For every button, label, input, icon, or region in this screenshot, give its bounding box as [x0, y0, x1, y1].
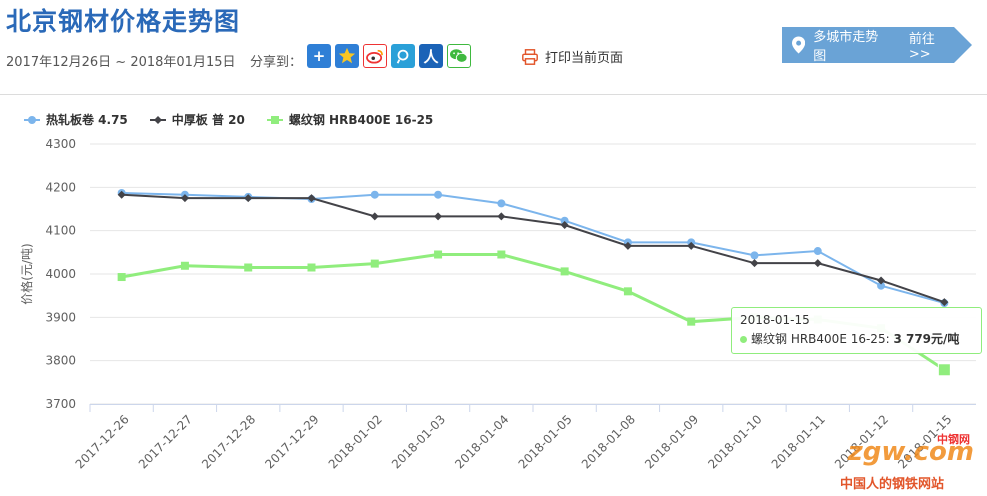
legend-label-series-2: 中厚板 普 20: [171, 113, 245, 127]
x-tick-label: 2018-01-10: [705, 412, 764, 471]
legend-item-series-3[interactable]: 螺纹钢 HRB400E 16-25: [266, 111, 434, 128]
series-3-point: [937, 363, 951, 377]
series-3-point: [560, 267, 569, 276]
watermark-logo: zgw.com: [847, 437, 974, 467]
chart-tooltip: 2018-01-15 螺纹钢 HRB400E 16-25: 3 779元/吨: [731, 307, 982, 354]
series-1-point: [750, 251, 759, 260]
watermark-tagline: 中国人的钢铁网站: [840, 477, 945, 492]
y-tick-label: 3700: [45, 397, 76, 411]
series-2-point: [117, 190, 126, 199]
renren-icon[interactable]: 人: [419, 44, 443, 68]
series-2-point: [497, 212, 506, 221]
x-tick-label: 2017-12-26: [73, 412, 132, 471]
series-2-point: [940, 298, 949, 307]
series-1-point: [877, 281, 886, 290]
series-3-point: [497, 250, 506, 259]
series-2-point: [813, 259, 822, 268]
series-3-point: [180, 261, 189, 270]
series-2-point: [180, 194, 189, 203]
tooltip-date: 2018-01-15: [740, 313, 810, 327]
series-2-point: [434, 212, 443, 221]
city-button-go: 前往>>: [908, 32, 935, 62]
series-2-point: [623, 241, 632, 250]
city-button-arrow: [954, 27, 972, 63]
x-tick-label: 2018-01-08: [579, 412, 638, 471]
x-tick-label: 2018-01-03: [389, 412, 448, 471]
series-1-point: [497, 199, 506, 208]
date-range: 2017年12月26日 ~ 2018年01月15日: [6, 55, 236, 70]
series-line-1: [121, 191, 945, 304]
print-label: 打印当前页面: [545, 51, 624, 66]
series-1-point: [370, 190, 379, 199]
tencent-weibo-icon[interactable]: [391, 44, 415, 68]
y-tick-label: 4300: [45, 137, 76, 151]
series-3-point: [117, 273, 126, 282]
series-1-point: [560, 216, 569, 225]
city-button-label: 多城市走势图: [813, 30, 879, 64]
series-1-point: [813, 247, 822, 256]
y-tick-label: 4000: [45, 267, 76, 281]
series-2-point: [370, 212, 379, 221]
series-3-point: [687, 317, 696, 326]
x-tick-label: 2018-01-11: [769, 412, 828, 471]
series-1-point: [434, 190, 443, 199]
y-tick-label: 4100: [45, 224, 76, 238]
header-divider: [0, 94, 987, 95]
series-line-2: [121, 193, 945, 304]
weibo-icon[interactable]: [363, 44, 387, 68]
printer-icon: [522, 48, 538, 65]
multi-city-trend-button[interactable]: 多城市走势图 前往>>: [782, 27, 954, 64]
page-title: 北京钢材价格走势图: [6, 7, 241, 36]
x-tick-label: 2017-12-27: [136, 412, 195, 471]
share-icons: + 人: [307, 44, 471, 68]
series-3-point: [434, 250, 443, 259]
tooltip-value: 3 779元/吨: [893, 332, 960, 346]
x-tick-label: 2018-01-04: [452, 412, 511, 471]
location-pin-icon: [792, 36, 806, 54]
y-tick-label: 3900: [45, 310, 76, 324]
series-3-point: [370, 259, 379, 268]
y-tick-label: 4200: [45, 180, 76, 194]
wechat-icon[interactable]: [447, 44, 471, 68]
y-axis-title: 价格(元/吨): [19, 243, 34, 304]
series-2-point: [244, 194, 253, 203]
legend-item-series-2[interactable]: 中厚板 普 20: [149, 111, 245, 128]
plus-icon[interactable]: +: [307, 44, 331, 68]
tooltip-series-name: 螺纹钢 HRB400E 16-25:: [751, 332, 894, 346]
series-2-point: [560, 221, 569, 230]
x-tick-label: 2018-01-05: [516, 412, 575, 471]
print-page-link[interactable]: 打印当前页面: [521, 47, 623, 66]
tooltip-series-dot: [740, 336, 747, 343]
legend-label-series-3: 螺纹钢 HRB400E 16-25: [288, 113, 434, 127]
series-3-point: [244, 263, 253, 272]
legend-item-series-1[interactable]: 热轧板卷 4.75: [24, 111, 128, 128]
chart-legend: 热轧板卷 4.75 中厚板 普 20 螺纹钢 HRB400E 16-25: [24, 111, 433, 128]
y-tick-label: 3800: [45, 354, 76, 368]
series-3-point: [623, 287, 632, 296]
x-tick-label: 2018-01-02: [326, 412, 385, 471]
watermark-brand-small: 中钢网: [937, 433, 970, 446]
legend-label-series-1: 热轧板卷 4.75: [46, 113, 128, 127]
series-2-point: [877, 276, 886, 285]
share-label: 分享到：: [250, 55, 303, 70]
site-watermark: 中钢网 zgw.com 中国人的钢铁网站: [838, 433, 980, 493]
x-tick-label: 2017-12-29: [262, 412, 321, 471]
qzone-star-icon[interactable]: [335, 44, 359, 68]
x-tick-label: 2017-12-28: [199, 412, 258, 471]
series-2-point: [750, 259, 759, 268]
series-3-point: [307, 263, 316, 272]
series-2-point: [307, 194, 316, 203]
series-2-point: [687, 241, 696, 250]
x-tick-label: 2018-01-09: [642, 412, 701, 471]
